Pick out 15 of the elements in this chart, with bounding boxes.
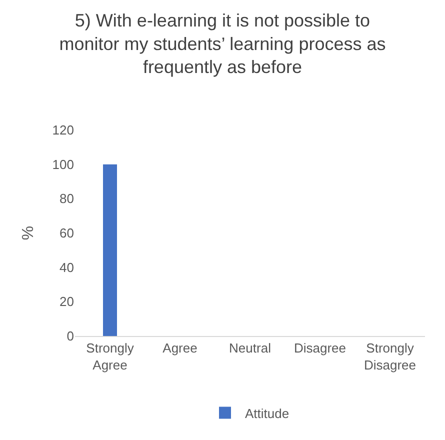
y-tick-label: 20 — [60, 294, 74, 310]
y-tick-label: 40 — [60, 260, 74, 275]
y-tick-label: 80 — [60, 191, 74, 206]
y-tick-label: 0 — [66, 328, 74, 344]
x-tick-label: Disagree — [294, 340, 346, 356]
y-axis-title: % — [20, 226, 37, 240]
chart-title: 5) With e-learning it is not possible to monitor my students’ learning process as frequently as before — [59, 10, 386, 78]
y-tick-label: 120 — [52, 122, 74, 138]
x-tick-label: Strongly Agree — [86, 340, 134, 372]
x-tick-label: Agree — [162, 340, 198, 356]
x-tick-label: Neutral — [229, 340, 272, 356]
y-tick-label: 100 — [52, 156, 74, 172]
x-tick-label: Strongly Disagree — [364, 340, 416, 372]
legend-label: Attitude — [245, 406, 290, 421]
y-tick-label: 60 — [60, 226, 74, 241]
